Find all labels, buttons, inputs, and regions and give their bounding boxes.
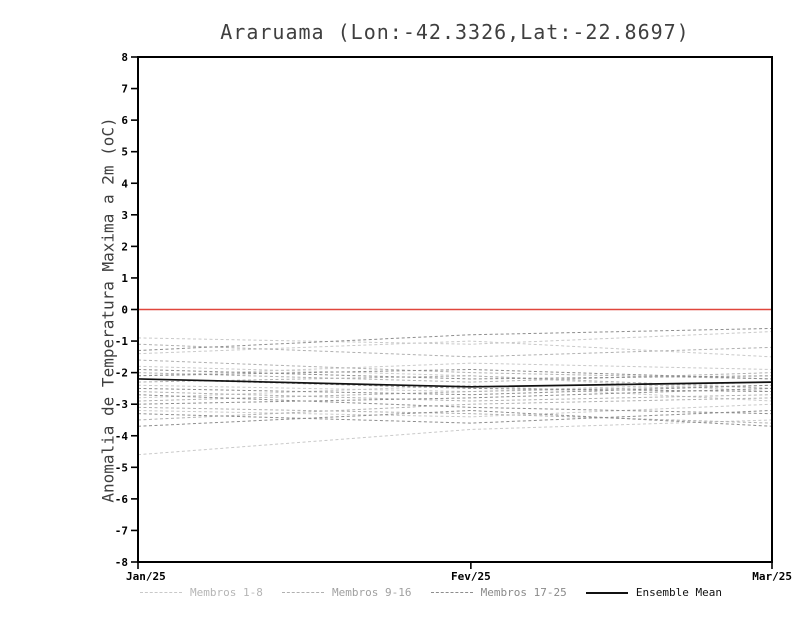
x-tick-label: Mar/25 [752, 570, 792, 583]
x-tick-label: Fev/25 [451, 570, 491, 583]
y-tick-label: -2 [115, 367, 128, 380]
y-tick-label: -3 [115, 398, 128, 411]
y-tick-label: 0 [121, 304, 128, 317]
y-tick-label: 3 [121, 209, 128, 222]
ensemble-member-line [137, 331, 773, 345]
y-tick-label: -8 [115, 556, 128, 569]
ensemble-mean-line [137, 378, 773, 388]
dashed-line-sample-icon [282, 592, 325, 593]
y-tick-label: -1 [115, 335, 129, 348]
y-tick-label: 2 [121, 240, 128, 253]
ensemble-member-line [137, 340, 773, 358]
x-tick-label: Jan/25 [126, 570, 166, 583]
legend-item-membros-17-25: Membros 17-25 [430, 586, 567, 599]
ensemble-member-line [137, 387, 773, 405]
ensemble-member-line [137, 403, 773, 418]
legend-item-membros-9-16: Membros 9-16 [282, 586, 412, 599]
ensemble-member-line [137, 384, 773, 402]
legend: Membros 1-8 Membros 9-16 Membros 17-25 E… [140, 586, 722, 599]
ensemble-member-line [137, 327, 773, 352]
y-tick-label: -7 [115, 524, 128, 537]
ensemble-member-line [137, 397, 773, 421]
y-tick-label: 4 [121, 177, 128, 190]
ensemble-member-line [137, 419, 773, 456]
y-tick-label: 8 [121, 51, 128, 64]
ensemble-member-line [137, 394, 773, 415]
ensemble-member-line [137, 391, 773, 402]
ensemble-member-line [137, 368, 773, 380]
legend-item-ensemble-mean: Ensemble Mean [585, 586, 722, 599]
ensemble-member-line [137, 384, 773, 396]
legend-label: Membros 1-8 [190, 586, 263, 599]
legend-label: Membros 17-25 [480, 586, 567, 599]
y-tick-label: -5 [115, 461, 128, 474]
ensemble-member-line [137, 343, 773, 358]
ensemble-member-line [137, 362, 773, 377]
ensemble-member-line [137, 368, 773, 380]
y-tick-label: 7 [121, 83, 128, 96]
ensemble-member-line [137, 410, 773, 424]
ensemble-member-line [137, 384, 773, 402]
y-tick-label: 1 [121, 272, 128, 285]
legend-label: Membros 9-16 [332, 586, 412, 599]
legend-item-membros-1-8: Membros 1-8 [140, 586, 263, 599]
ensemble-member-line [137, 409, 773, 427]
legend-label: Ensemble Mean [635, 586, 722, 599]
y-tick-label: -6 [115, 493, 129, 506]
y-tick-label: 6 [121, 114, 128, 127]
y-tick-label: 5 [121, 146, 128, 159]
dashed-line-sample-icon [430, 592, 473, 593]
ensemble-member-line [137, 406, 773, 424]
chart-title: Araruama (Lon:-42.3326,Lat:-22.8697) [220, 20, 690, 44]
dashed-line-sample-icon [140, 592, 182, 593]
y-tick-label: -4 [115, 430, 129, 443]
solid-line-sample-icon [585, 591, 628, 594]
